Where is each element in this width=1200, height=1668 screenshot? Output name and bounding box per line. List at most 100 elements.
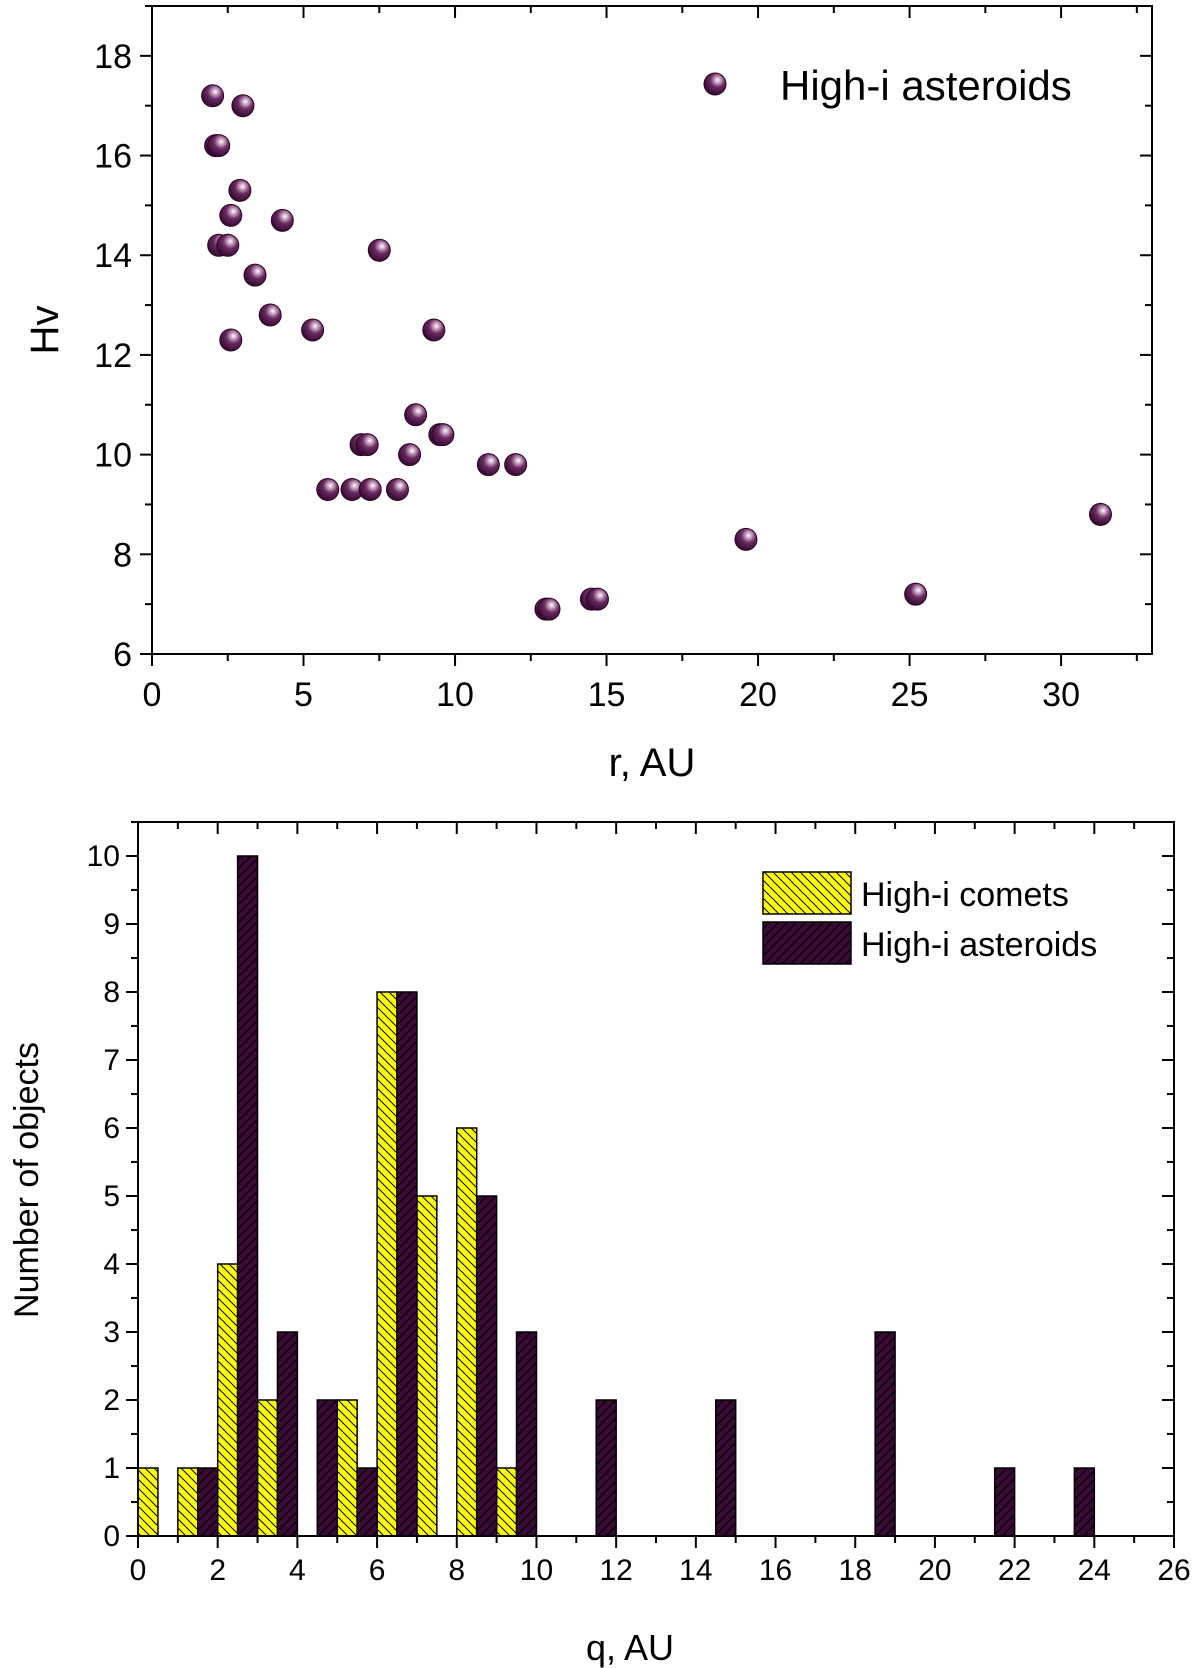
scatter-points	[201, 84, 1112, 621]
histogram-x-axis-label: q, AU	[586, 1627, 674, 1668]
scatter-point	[231, 94, 255, 118]
histogram-bar-asteroids	[276, 1331, 299, 1537]
scatter-legend-marker	[703, 72, 727, 96]
histogram-bar-asteroids	[993, 1467, 1016, 1537]
scatter-point	[404, 403, 428, 427]
histogram-y-tick-label: 3	[103, 1316, 120, 1349]
histogram-y-tick-label: 9	[103, 908, 120, 941]
scatter-point	[216, 233, 240, 257]
histogram-x-tick-label: 22	[998, 1554, 1031, 1587]
histogram-x-tick-label: 2	[209, 1554, 226, 1587]
histogram-x-tick-label: 14	[679, 1554, 712, 1587]
legend-label-asteroids: High-i asteroids	[861, 926, 1097, 964]
histogram-bar-asteroids	[715, 1399, 737, 1537]
histogram-x-tick-label: 8	[448, 1554, 465, 1587]
histogram-bar-asteroids	[396, 991, 418, 1537]
scatter-point	[219, 203, 243, 227]
scatter-point	[301, 318, 325, 342]
histogram-bar-asteroids	[595, 1399, 617, 1537]
histogram-x-tick-label: 0	[130, 1554, 147, 1587]
histogram-y-tick-label: 0	[103, 1520, 120, 1553]
scatter-point	[228, 178, 252, 202]
histogram-legend: High-i comets High-i asteroids	[762, 871, 1097, 965]
histogram-y-tick-label: 5	[103, 1180, 120, 1213]
histogram-x-tick-label: 10	[520, 1554, 553, 1587]
scatter-plot-frame	[151, 5, 1153, 655]
histogram-y-tick-label: 10	[87, 840, 120, 873]
histogram-x-tick-label: 18	[839, 1554, 872, 1587]
scatter-y-tick-label: 12	[94, 337, 132, 375]
scatter-point	[219, 328, 243, 352]
scatter-point	[258, 303, 282, 327]
scatter-point	[207, 134, 231, 158]
scatter-point	[385, 478, 409, 502]
histogram-bar-asteroids	[1073, 1467, 1096, 1537]
scatter-x-tick-label: 20	[739, 676, 777, 714]
scatter-point	[316, 478, 340, 502]
histogram-bar-asteroids	[874, 1331, 896, 1537]
histogram-bar-comets	[336, 1399, 358, 1537]
scatter-x-tick-label: 0	[143, 676, 162, 714]
histogram-x-tick-label: 6	[369, 1554, 386, 1587]
scatter-point	[358, 478, 382, 502]
histogram-x-tick-label: 4	[289, 1554, 306, 1587]
histogram-x-tick-label: 12	[599, 1554, 632, 1587]
legend-swatch-asteroids	[762, 921, 852, 965]
scatter-point	[504, 453, 528, 477]
histogram-bar-comets	[456, 1127, 478, 1537]
scatter-point	[585, 587, 609, 611]
histogram-bar-asteroids	[475, 1195, 498, 1537]
histogram-x-tick-label: 16	[759, 1554, 792, 1587]
scatter-point	[367, 238, 391, 262]
scatter-x-tick-label: 30	[1042, 676, 1080, 714]
scatter-point	[201, 84, 225, 108]
scatter-y-tick-label: 16	[94, 138, 132, 176]
scatter-chart: 0 5 10 15 20 25 30 6 8 10 12 14 16 18 r, AU Hv High-i…	[23, 5, 1153, 785]
histogram-bar-comets	[416, 1195, 438, 1537]
scatter-point	[355, 433, 379, 457]
scatter-point	[422, 318, 446, 342]
scatter-point	[476, 453, 500, 477]
scatter-point	[537, 597, 561, 621]
scatter-y-tick-label: 6	[113, 636, 132, 674]
scatter-x-tick-label: 10	[436, 676, 474, 714]
scatter-y-tick-label: 10	[94, 437, 132, 475]
scatter-point	[904, 582, 928, 606]
histogram-x-tick-label: 24	[1078, 1554, 1111, 1587]
histogram-bar-comets	[177, 1467, 199, 1537]
histogram-y-tick-label: 6	[103, 1112, 120, 1145]
scatter-point	[734, 527, 758, 551]
histogram-y-axis-label: Number of objects	[8, 1042, 46, 1318]
scatter-point	[270, 208, 294, 232]
scatter-legend-label: High-i asteroids	[780, 62, 1072, 109]
scatter-y-axis-label: Hv	[23, 306, 67, 355]
scatter-y-tick-label: 8	[113, 536, 132, 574]
histogram-bar-asteroids	[236, 855, 259, 1537]
histogram-bar-comets	[256, 1399, 279, 1537]
histogram-x-tick-label: 26	[1157, 1554, 1190, 1587]
scatter-y-tick-label: 14	[94, 237, 132, 275]
scatter-point	[431, 423, 455, 447]
scatter-x-axis-label: r, AU	[609, 741, 696, 785]
histogram-bar-asteroids	[356, 1467, 378, 1537]
histogram-bar-comets	[216, 1263, 239, 1537]
histogram-y-tick-label: 7	[103, 1044, 120, 1077]
scatter-x-tick-label: 15	[588, 676, 626, 714]
histogram-bar-comets	[137, 1467, 159, 1537]
scatter-point	[243, 263, 267, 287]
legend-label-comets: High-i comets	[861, 876, 1069, 914]
histogram-bar-asteroids	[316, 1399, 338, 1537]
histogram-y-tick-label: 8	[103, 976, 120, 1009]
scatter-legend: High-i asteroids	[703, 62, 1072, 109]
histogram-bar-comets	[495, 1467, 518, 1537]
histogram-bar-asteroids	[515, 1331, 538, 1537]
histogram-bar-asteroids	[197, 1467, 219, 1537]
scatter-axis-ticks: 0 5 10 15 20 25 30 6 8 10 12 14 16 18	[94, 5, 1152, 714]
histogram-x-tick-label: 20	[918, 1554, 951, 1587]
scatter-x-tick-label: 5	[294, 676, 313, 714]
scatter-point	[398, 443, 422, 467]
histogram-y-tick-label: 2	[103, 1384, 120, 1417]
